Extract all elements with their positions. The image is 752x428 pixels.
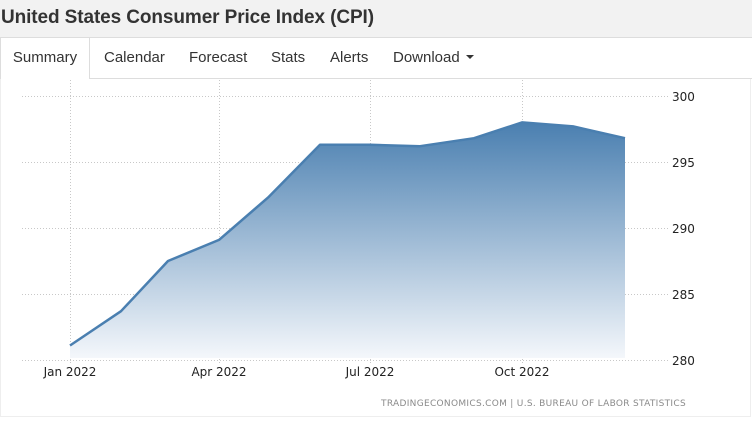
tab-label: Forecast: [189, 49, 248, 66]
tab-bar: Summary Calendar Forecast Stats Alerts D…: [0, 38, 752, 79]
tab-forecast[interactable]: Forecast: [189, 38, 247, 78]
tab-summary[interactable]: Summary: [0, 38, 90, 79]
tab-label: Calendar: [104, 49, 165, 66]
tab-label: Download: [393, 49, 460, 66]
page-header: United States Consumer Price Index (CPI): [0, 0, 752, 38]
tab-stats[interactable]: Stats: [271, 38, 305, 78]
tab-label: Summary: [12, 49, 78, 66]
tab-label: Alerts: [330, 49, 369, 66]
caret-down-icon: [465, 55, 474, 60]
tab-label: Stats: [271, 49, 306, 66]
tab-calendar[interactable]: Calendar: [104, 38, 165, 78]
chart-panel: [0, 79, 751, 417]
tab-alerts[interactable]: Alerts: [330, 38, 368, 78]
page-title: United States Consumer Price Index (CPI): [1, 7, 374, 28]
tab-download[interactable]: Download: [393, 38, 474, 78]
